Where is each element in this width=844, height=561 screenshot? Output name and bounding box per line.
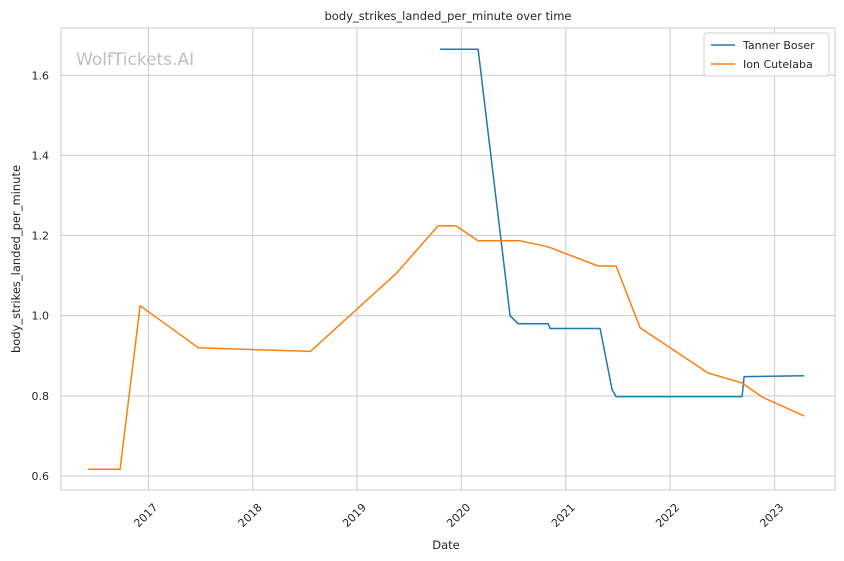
y-tick-label: 1.4 bbox=[32, 149, 50, 162]
grid-lines bbox=[61, 28, 835, 490]
plot-area-frame bbox=[60, 27, 836, 491]
legend: Tanner Boser Ion Cutelaba bbox=[703, 32, 830, 77]
x-tick-label: 2017 bbox=[131, 501, 160, 530]
x-tick-label: 2020 bbox=[444, 501, 473, 530]
series-line-ion-cutelaba bbox=[88, 225, 805, 470]
x-axis-label: Date bbox=[432, 538, 460, 552]
y-tick-label: 1.0 bbox=[32, 310, 50, 323]
x-tick-label: 2018 bbox=[236, 501, 265, 530]
legend-label-ion-cutelaba: Ion Cutelaba bbox=[743, 58, 813, 71]
watermark-text: WolfTickets.AI bbox=[76, 50, 194, 70]
tick-labels: 0.6 0.8 1.0 1.2 1.4 1.6 2017 2018 2019 2020 2021 20… bbox=[32, 69, 787, 530]
y-axis-label: body_strikes_landed_per_minute bbox=[9, 165, 23, 353]
legend-box bbox=[703, 32, 830, 77]
y-tick-label: 0.6 bbox=[32, 470, 50, 483]
y-tick-label: 1.6 bbox=[32, 69, 50, 82]
x-tick-label: 2023 bbox=[757, 501, 786, 530]
chart-title: body_strikes_landed_per_minute over time bbox=[325, 9, 572, 23]
legend-label-tanner-boser: Tanner Boser bbox=[742, 39, 815, 52]
x-tick-label: 2019 bbox=[340, 501, 369, 530]
y-tick-label: 1.2 bbox=[32, 230, 50, 243]
y-tick-label: 0.8 bbox=[32, 390, 50, 403]
x-tick-label: 2021 bbox=[549, 501, 578, 530]
series-line-tanner-boser bbox=[440, 48, 805, 398]
series-layer bbox=[88, 48, 805, 470]
x-tick-label: 2022 bbox=[653, 501, 682, 530]
